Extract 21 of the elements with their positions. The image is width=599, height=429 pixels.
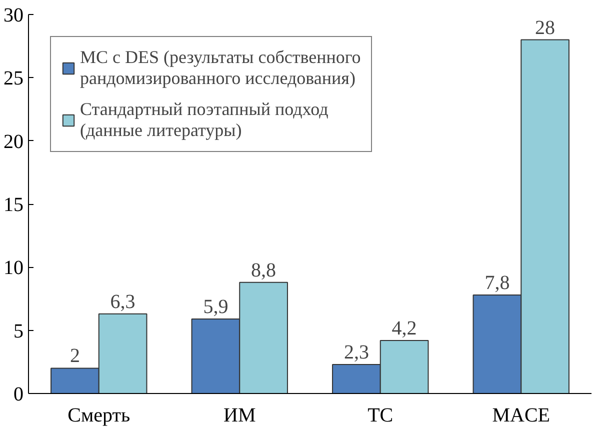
data-label: 2 bbox=[70, 345, 80, 368]
y-tick-label: 5 bbox=[14, 320, 24, 342]
x-tick-label: Смерть bbox=[68, 404, 130, 426]
data-label: 7,8 bbox=[484, 272, 510, 294]
data-label: 6,3 bbox=[110, 290, 136, 313]
data-label: 28 bbox=[535, 16, 556, 39]
x-tick-label: MACE bbox=[492, 404, 550, 426]
y-tick-label: 15 bbox=[4, 194, 24, 216]
y-tick-label: 10 bbox=[4, 257, 24, 280]
data-label: 8,8 bbox=[251, 259, 276, 282]
y-tick-label: 0 bbox=[14, 384, 24, 406]
y-tick-label: 30 bbox=[4, 4, 24, 26]
x-tick-label: ИМ bbox=[224, 404, 256, 426]
data-label: 4,2 bbox=[392, 317, 417, 340]
legend-label: Стандартный поэтапный подход (данные литературы) bbox=[80, 99, 328, 141]
data-label: 2,3 bbox=[344, 341, 369, 364]
y-tick-label: 20 bbox=[4, 130, 24, 153]
legend-label: МС с DES (результаты собственного рандомизированного исследования) bbox=[80, 47, 361, 89]
data-label: 5,9 bbox=[203, 296, 228, 318]
x-tick-label: ТС bbox=[368, 404, 394, 426]
y-tick-label: 25 bbox=[4, 68, 24, 90]
